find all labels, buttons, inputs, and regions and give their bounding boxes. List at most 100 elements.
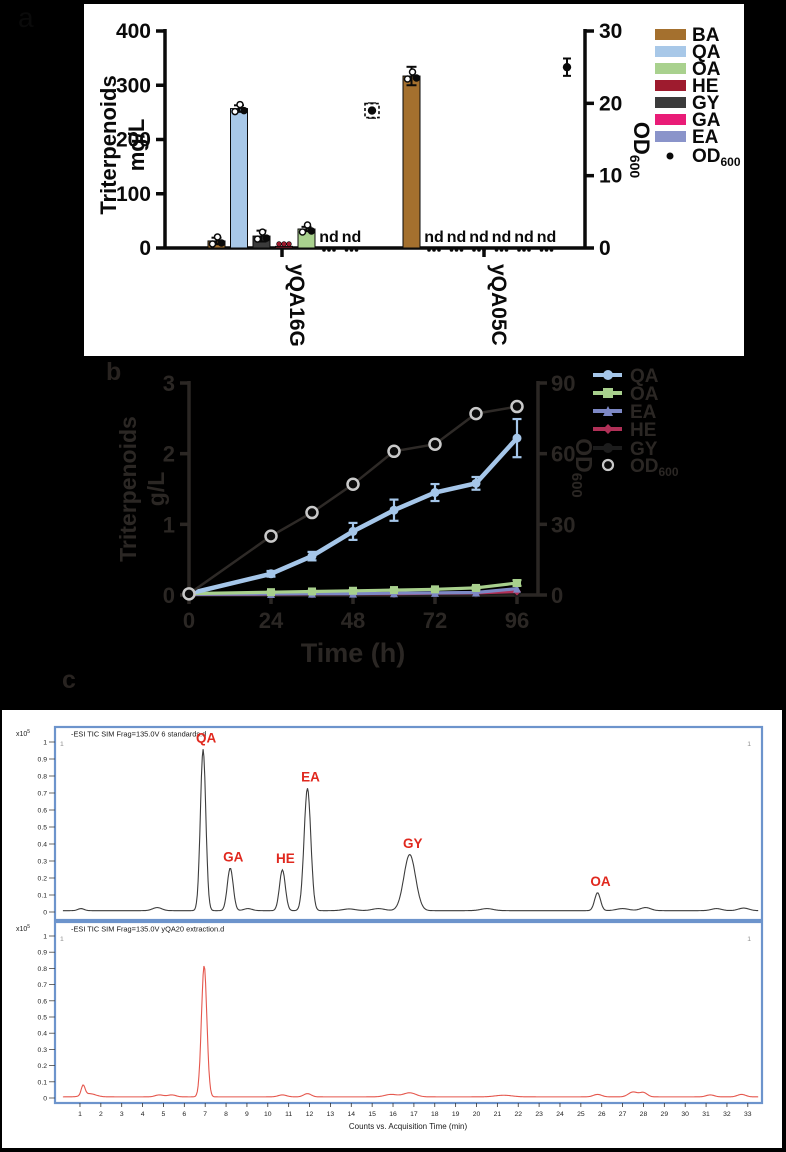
- marker-square: [390, 586, 398, 595]
- x-tick-label: 23: [535, 1111, 543, 1118]
- legend-label-BA: BA: [692, 25, 720, 46]
- x-tick-label: 32: [723, 1111, 731, 1118]
- marker-triangle: [472, 588, 480, 597]
- y-tick-label: 0.2: [38, 1063, 48, 1070]
- nd-dot: [327, 248, 331, 252]
- peak-label-OA: OA: [590, 874, 611, 889]
- y-tick-label: 0.8: [38, 774, 48, 781]
- chromatogram-standards-frame: [53, 725, 764, 922]
- group-label-yQA05C: yQA05C: [487, 264, 510, 346]
- x-tick-label: 12: [306, 1111, 314, 1118]
- bar-group-yQA05C: nd nd nd nd nd nd: [402, 65, 556, 252]
- y2-tick-label: 0: [551, 583, 563, 608]
- x-tick-label: 24: [556, 1111, 564, 1118]
- od600-dot: [562, 62, 572, 72]
- series-OD600: [182, 399, 524, 601]
- marker-open-circle: [601, 458, 615, 472]
- nd-dot: [472, 248, 476, 252]
- replicate-dot: [286, 241, 292, 247]
- x-tick-label: 19: [452, 1111, 460, 1118]
- nd-dot: [322, 248, 326, 252]
- y2-axis-title: OD600: [568, 438, 597, 498]
- marker-open-circle: [305, 505, 319, 520]
- nd-dot: [437, 248, 441, 252]
- nd-dot: [539, 248, 544, 252]
- chromatogram-extraction-title: -ESI TIC SIM Frag=135.0V yQA20 extractio…: [71, 925, 224, 934]
- replicate-dot: [307, 227, 316, 235]
- nd-dot: [494, 248, 499, 252]
- y2-tick-label: 20: [599, 92, 622, 115]
- replicate-dot: [217, 239, 226, 247]
- marker-circle: [603, 370, 613, 380]
- nd-label: nd: [447, 229, 467, 246]
- y-tick-label: 100: [116, 183, 151, 206]
- nd-label: nd: [424, 229, 444, 246]
- x-tick-label: 48: [341, 608, 365, 633]
- peak-label-GY: GY: [403, 836, 423, 851]
- legend-label-GY: GY: [692, 93, 720, 114]
- nd-dot: [504, 248, 509, 252]
- panel-c-chromatograms: 0 0.1 0.2 0.3 0.4 0.5 0.6 0.7 0.8 0.9 1 x105 -ESI TI…: [2, 710, 782, 1148]
- y-axis-title-units: mg/L: [124, 119, 149, 172]
- nd-dot: [517, 248, 521, 252]
- legend-label-EA: EA: [630, 402, 657, 423]
- y2-tick-label: 60: [551, 442, 575, 467]
- marker-open-circle: [182, 587, 196, 601]
- y-tick-label: 0.7: [38, 982, 48, 989]
- x-tick-label: 4: [141, 1111, 145, 1118]
- replicate-dot: [236, 100, 244, 109]
- nd-dot: [332, 248, 336, 252]
- panel-b-line-chart: 0 1 2 3 0 30 60 90 0 24 48 72 96 Time (h) Triterpenoid…: [0, 356, 786, 710]
- y2-tick-label: 90: [551, 371, 575, 396]
- nd-dot: [449, 248, 454, 252]
- marker-circle: [348, 526, 358, 536]
- marker-circle: [471, 478, 481, 488]
- legend-label-QA: QA: [630, 366, 659, 387]
- marker-square: [349, 586, 357, 595]
- od600-point-yQA05C: [562, 57, 572, 77]
- replicate-dot: [303, 221, 312, 229]
- marker-open-circle: [428, 437, 442, 451]
- x-tick-label: 6: [182, 1111, 186, 1118]
- x-tick-label: 9: [245, 1111, 249, 1118]
- nd-dot: [427, 248, 431, 252]
- nd-dot: [344, 248, 349, 252]
- x-tick-label: 14: [347, 1111, 355, 1118]
- marker-diamond: [603, 424, 613, 434]
- chromatogram-standards: 0 0.1 0.2 0.3 0.4 0.5 0.6 0.7 0.8 0.9 1 x105 -ESI TI…: [16, 725, 764, 922]
- x-tick-label: 30: [681, 1111, 689, 1118]
- chromatogram-extraction: 0 0.1 0.2 0.3 0.4 0.5 0.6 0.7 0.8 0.9 1 x105 -ESI TI…: [16, 920, 764, 1131]
- replicate-dot: [412, 74, 421, 82]
- replicate-dot: [276, 241, 282, 247]
- y2-tick-label: 0: [599, 237, 611, 260]
- peak-label-GA: GA: [223, 850, 244, 865]
- marker-square: [431, 585, 439, 594]
- x-tick-label: 10: [264, 1111, 272, 1118]
- legend-swatch-GY: [655, 97, 686, 108]
- legend-swatch-OA: [655, 63, 686, 74]
- group-label-yQA16G: yQA16G: [285, 264, 308, 347]
- y-tick-label: 0.4: [38, 1031, 48, 1038]
- nd-dot: [549, 248, 554, 252]
- x-tick-label: 2: [99, 1111, 103, 1118]
- replicate-dot: [408, 68, 417, 76]
- x-tick-label: 17: [410, 1111, 418, 1118]
- nd-label: nd: [342, 229, 362, 246]
- legend-label-od600: OD600: [630, 456, 679, 479]
- x-tick-label: 72: [423, 608, 447, 633]
- chromatogram-standards-title: -ESI TIC SIM Frag=135.0V 6 standards.d: [71, 730, 206, 739]
- series-line-QA: [188, 436, 519, 596]
- x-tick-label: 31: [702, 1111, 710, 1118]
- series-QA: [184, 417, 522, 599]
- x-tick-label: 5: [162, 1111, 166, 1118]
- x-tick-label: 26: [598, 1111, 606, 1118]
- marker-circle: [603, 443, 613, 453]
- y-tick-label: 0.2: [38, 876, 48, 883]
- replicate-dot: [298, 228, 307, 236]
- bar-chart-svg: 0 100 200 300 400 0 10 20 30 Triterpenoids mg/L OD6…: [96, 20, 741, 347]
- x-tick-label: 33: [744, 1111, 752, 1118]
- y-tick-label: 1: [163, 512, 175, 537]
- chromatogram-svg: 0 0.1 0.2 0.3 0.4 0.5 0.6 0.7 0.8 0.9 1 x105 -ESI TI…: [16, 725, 764, 1131]
